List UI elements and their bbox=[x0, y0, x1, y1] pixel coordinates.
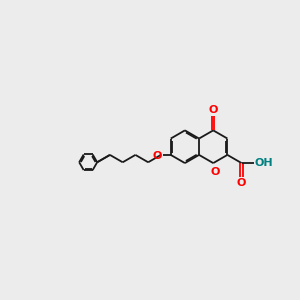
Text: OH: OH bbox=[255, 158, 273, 168]
Text: O: O bbox=[208, 104, 218, 115]
Text: O: O bbox=[152, 151, 162, 161]
Text: O: O bbox=[211, 167, 220, 177]
Text: O: O bbox=[237, 178, 246, 188]
